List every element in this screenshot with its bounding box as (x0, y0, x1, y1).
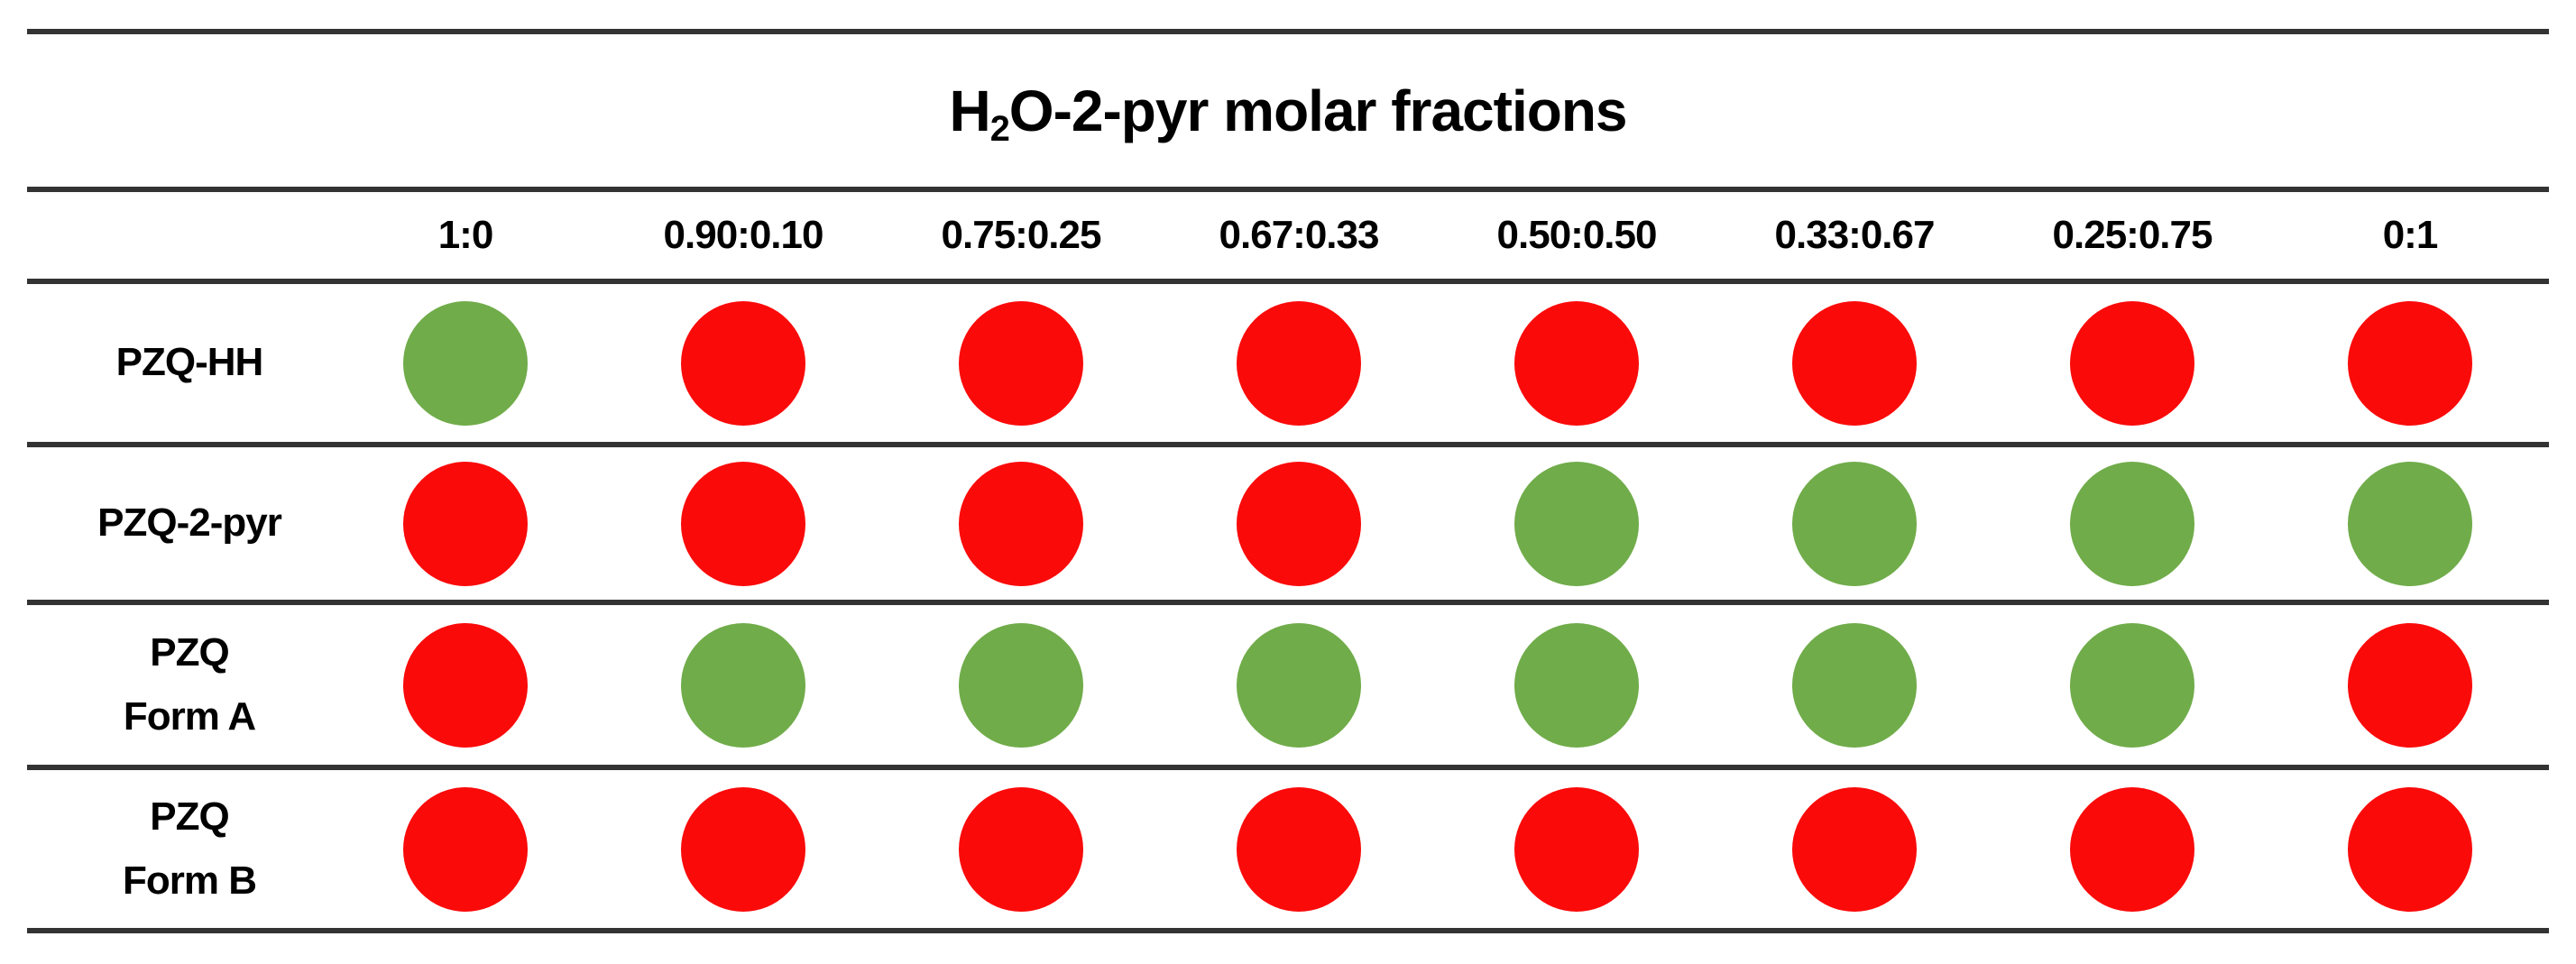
red-status-dot (1514, 300, 1639, 426)
divider-under-row-2 (27, 600, 2549, 605)
divider-under-row-3 (27, 765, 2549, 770)
red-status-dot (2070, 300, 2194, 426)
red-status-dot (959, 786, 1083, 912)
red-status-dot (959, 461, 1083, 586)
red-status-dot (403, 786, 528, 912)
result-cell (2271, 622, 2549, 748)
column-header-050-050: 0.50:0.50 (1496, 213, 1658, 257)
table-row-pzq-2-pyr: PZQ-2-pyr (27, 447, 2549, 600)
table-row-pzq-form-b: PZQ Form B (27, 770, 2549, 928)
result-cell (1993, 786, 2271, 912)
result-cell (327, 300, 604, 426)
green-status-dot (681, 622, 805, 748)
top-divider (27, 29, 2549, 34)
green-status-dot (403, 300, 528, 426)
result-cell (1993, 300, 2271, 426)
column-header-025-075: 0.25:0.75 (2052, 213, 2213, 257)
title-suffix: O-2-pyr molar fractions (1008, 78, 1628, 143)
result-cell (882, 622, 1160, 748)
result-cell (1716, 622, 1993, 748)
result-cell (604, 461, 882, 586)
red-status-dot (2348, 786, 2472, 912)
red-status-dot (1792, 300, 1917, 426)
result-cell (1716, 300, 1993, 426)
result-cell (604, 622, 882, 748)
figure-title: H2O-2-pyr molar fractions (949, 78, 1628, 149)
green-status-dot (1514, 461, 1639, 586)
red-status-dot (681, 461, 805, 586)
divider-under-headers (27, 279, 2549, 284)
result-cell (1160, 300, 1438, 426)
result-cell (882, 461, 1160, 586)
red-status-dot (403, 622, 528, 748)
green-status-dot (1792, 622, 1917, 748)
red-status-dot (2070, 786, 2194, 912)
row-label-pzq-2-pyr: PZQ-2-pyr (97, 500, 282, 546)
result-cell (1438, 461, 1716, 586)
green-status-dot (2070, 461, 2194, 586)
result-cell (2271, 461, 2549, 586)
result-cell (1438, 300, 1716, 426)
red-status-dot (1237, 786, 1361, 912)
column-header-1-0: 1:0 (437, 213, 494, 257)
divider-under-title (27, 187, 2549, 192)
red-status-dot (1792, 786, 1917, 912)
red-status-dot (2348, 622, 2472, 748)
row-label-pzq-form-a: PZQ Form A (123, 630, 256, 739)
title-prefix: H (949, 78, 990, 143)
result-cell (1716, 461, 1993, 586)
result-cell (604, 786, 882, 912)
green-status-dot (2348, 461, 2472, 586)
column-header-090-010: 0.90:0.10 (663, 213, 824, 257)
red-status-dot (1514, 786, 1639, 912)
bottom-divider (27, 928, 2549, 933)
result-cell (1438, 622, 1716, 748)
result-cell (1160, 786, 1438, 912)
green-status-dot (1514, 622, 1639, 748)
green-status-dot (2070, 622, 2194, 748)
table-row-pzq-hh: PZQ-HH (27, 284, 2549, 442)
result-cell (1160, 622, 1438, 748)
table-row-pzq-form-a: PZQ Form A (27, 605, 2549, 765)
red-status-dot (681, 786, 805, 912)
row-label-pzq-hh: PZQ-HH (115, 340, 264, 385)
column-header-row: 1:0 0.90:0.10 0.75:0.25 0.67:0.33 0.50:0… (27, 192, 2549, 279)
result-cell (882, 300, 1160, 426)
title-subscript: 2 (989, 108, 1010, 149)
column-header-033-067: 0.33:0.67 (1774, 213, 1936, 257)
red-status-dot (681, 300, 805, 426)
column-header-0-1: 0:1 (2382, 213, 2439, 257)
result-cell (2271, 786, 2549, 912)
result-cell (327, 461, 604, 586)
red-status-dot (1237, 300, 1361, 426)
result-cell (1993, 622, 2271, 748)
column-header-067-033: 0.67:0.33 (1219, 213, 1380, 257)
divider-under-row-1 (27, 442, 2549, 447)
result-cell (1993, 461, 2271, 586)
green-status-dot (959, 622, 1083, 748)
result-cell (2271, 300, 2549, 426)
red-status-dot (959, 300, 1083, 426)
column-header-075-025: 0.75:0.25 (941, 213, 1102, 257)
result-cell (604, 300, 882, 426)
red-status-dot (403, 461, 528, 586)
result-cell (882, 786, 1160, 912)
result-cell (327, 622, 604, 748)
result-cell (327, 786, 604, 912)
row-label-pzq-form-b: PZQ Form B (123, 794, 257, 903)
title-band: H2O-2-pyr molar fractions (27, 34, 2549, 187)
result-cell (1716, 786, 1993, 912)
green-status-dot (1237, 622, 1361, 748)
result-cell (1160, 461, 1438, 586)
result-cell (1438, 786, 1716, 912)
red-status-dot (1237, 461, 1361, 586)
green-status-dot (1792, 461, 1917, 586)
red-status-dot (2348, 300, 2472, 426)
